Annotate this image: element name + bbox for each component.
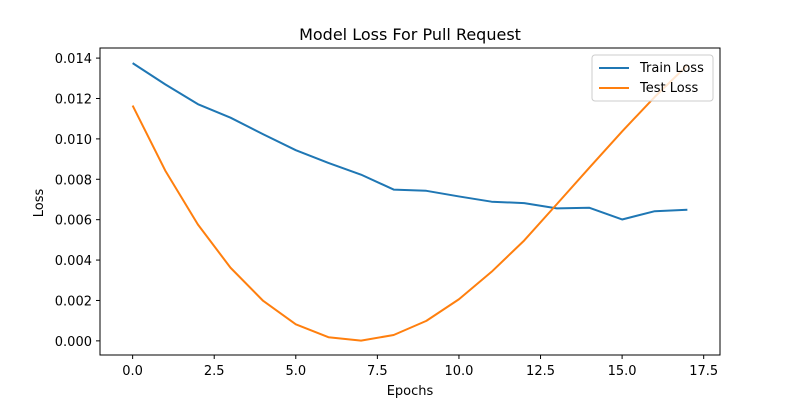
legend: Train Loss Test Loss: [591, 54, 714, 102]
x-tick-label: 12.5: [526, 364, 555, 379]
y-tick-label: 0.004: [55, 254, 92, 269]
x-axis-label: Epochs: [387, 384, 434, 399]
plot-area: 0.0 2.5 5.0 7.5 10.0 12.5 15.0 17.5 0.0000.0020…: [55, 47, 721, 379]
series-lines: [131, 62, 689, 342]
y-tick-label: 0.006: [55, 214, 92, 229]
y-tick-label: 0.012: [55, 92, 92, 107]
legend-box: [591, 54, 714, 102]
y-tick-label: 0.014: [55, 52, 92, 67]
legend-label-train-loss: Train Loss: [639, 61, 704, 76]
series-line-test-loss: [131, 64, 689, 342]
x-axis: 0.0 2.5 5.0 7.5 10.0 12.5 15.0 17.5: [122, 355, 718, 379]
y-axis-label: Loss: [32, 189, 47, 218]
y-tick-label: 0.008: [55, 173, 92, 188]
x-tick-label: 15.0: [608, 364, 637, 379]
x-tick-label: 2.5: [204, 364, 225, 379]
x-tick-label: 7.5: [367, 364, 388, 379]
y-tick-label: 0.010: [55, 133, 92, 148]
x-tick-label: 5.0: [285, 364, 306, 379]
x-tick-label: 0.0: [122, 364, 143, 379]
x-tick-label: 17.5: [689, 364, 718, 379]
x-tick-label: 10.0: [444, 364, 473, 379]
chart-title: Model Loss For Pull Request: [299, 25, 521, 44]
y-tick-label: 0.002: [55, 294, 92, 309]
series-line-train-loss: [132, 62, 688, 221]
y-tick-label: 0.000: [55, 335, 92, 350]
plot-frame: [99, 47, 721, 356]
legend-label-test-loss: Test Loss: [639, 81, 698, 96]
y-axis: 0.000 0.002 0.004 0.006 0.008 0.010 0.012 0.014: [55, 52, 100, 350]
